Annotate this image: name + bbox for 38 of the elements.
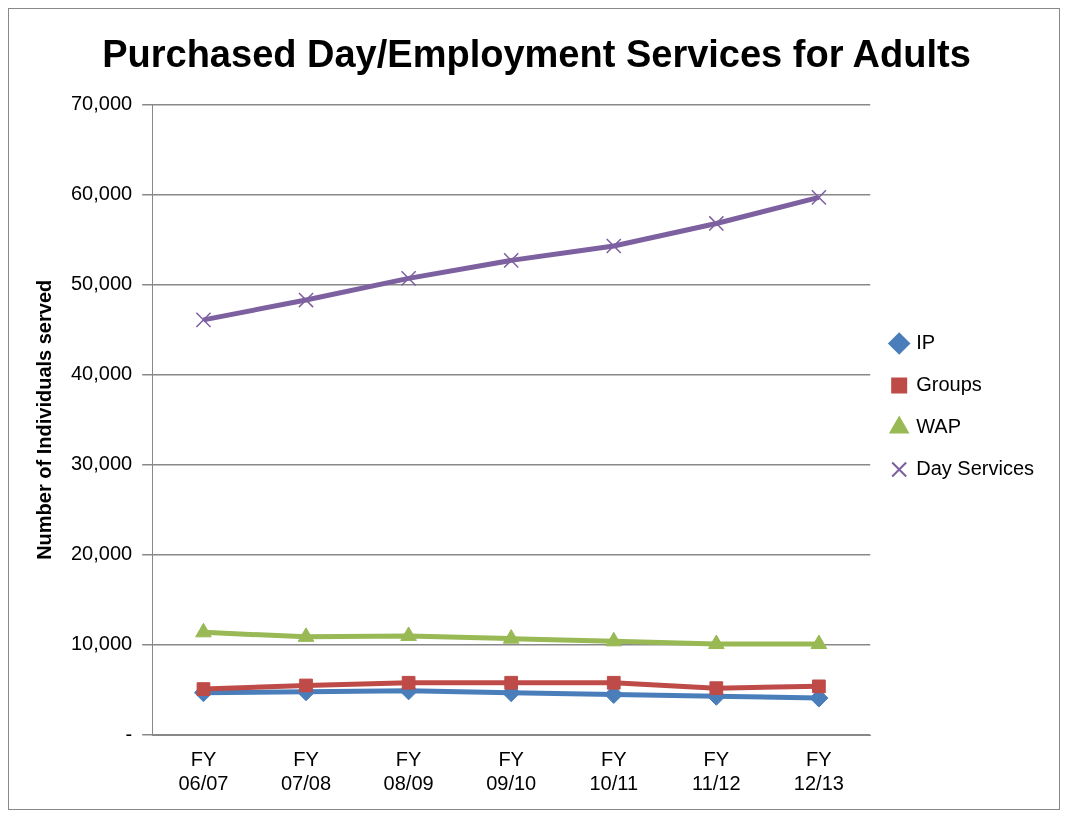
point: [299, 678, 313, 693]
point: [708, 634, 725, 650]
y-tick-label: -: [125, 722, 133, 745]
x-tick-label: FY 10/11: [589, 747, 639, 794]
y-tick-label: 60,000: [71, 182, 133, 205]
y-tick-label: 50,000: [71, 272, 133, 295]
x-tick-label: FY 12/13: [793, 747, 844, 794]
y-tick-label: 20,000: [71, 542, 133, 565]
point: [195, 312, 212, 328]
y-tick-label: 30,000: [71, 452, 133, 475]
point: [811, 189, 827, 206]
x-tick-label: FY 06/07: [178, 747, 229, 794]
x-tick-label: FY 08/09: [383, 747, 434, 794]
point: [196, 682, 211, 696]
point: [810, 634, 828, 650]
legend-label: Day Services: [916, 457, 1034, 480]
x-tick-label: FY 07/08: [281, 747, 332, 794]
point: [605, 238, 622, 254]
y-tick-label: 40,000: [71, 362, 133, 385]
x-tick-label: FY 11/12: [692, 747, 741, 794]
point: [504, 675, 519, 690]
y-axis-title: Number of Individuals served: [32, 279, 55, 560]
point: [298, 292, 314, 308]
legend-label: Groups: [916, 373, 982, 396]
point: [812, 679, 826, 694]
point: [709, 681, 724, 696]
y-tick-label: 70,000: [71, 92, 133, 115]
point: [606, 675, 621, 690]
point: [401, 675, 416, 690]
point: [400, 270, 417, 287]
y-tick-label: 10,000: [71, 632, 133, 655]
point: [503, 252, 519, 269]
legend-label: IP: [916, 331, 936, 354]
chart-title: Purchased Day/Employment Services for Adults: [102, 33, 971, 76]
point: [708, 215, 725, 232]
legend-label: WAP: [916, 415, 962, 438]
point: [502, 629, 520, 644]
x-tick-label: FY 09/10: [486, 747, 537, 794]
